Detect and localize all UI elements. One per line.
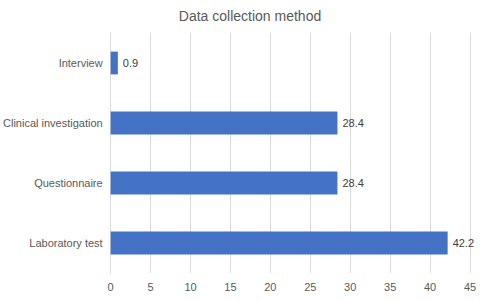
svg-text:10: 10 [184, 281, 196, 293]
svg-text:Laboratory test: Laboratory test [29, 237, 102, 249]
svg-text:0.9: 0.9 [123, 57, 138, 69]
svg-text:Data collection method: Data collection method [179, 8, 321, 24]
svg-text:Interview: Interview [59, 57, 103, 69]
svg-text:28.4: 28.4 [342, 177, 363, 189]
svg-text:20: 20 [264, 281, 276, 293]
svg-text:28.4: 28.4 [342, 117, 363, 129]
svg-text:35: 35 [384, 281, 396, 293]
svg-text:Clinical investigation: Clinical investigation [3, 117, 103, 129]
svg-text:42.2: 42.2 [453, 237, 474, 249]
svg-text:15: 15 [224, 281, 236, 293]
svg-text:45: 45 [464, 281, 476, 293]
svg-text:5: 5 [148, 281, 154, 293]
svg-text:30: 30 [344, 281, 356, 293]
svg-text:Questionnaire: Questionnaire [34, 177, 103, 189]
svg-text:40: 40 [424, 281, 436, 293]
svg-text:25: 25 [304, 281, 316, 293]
svg-text:0: 0 [108, 281, 114, 293]
